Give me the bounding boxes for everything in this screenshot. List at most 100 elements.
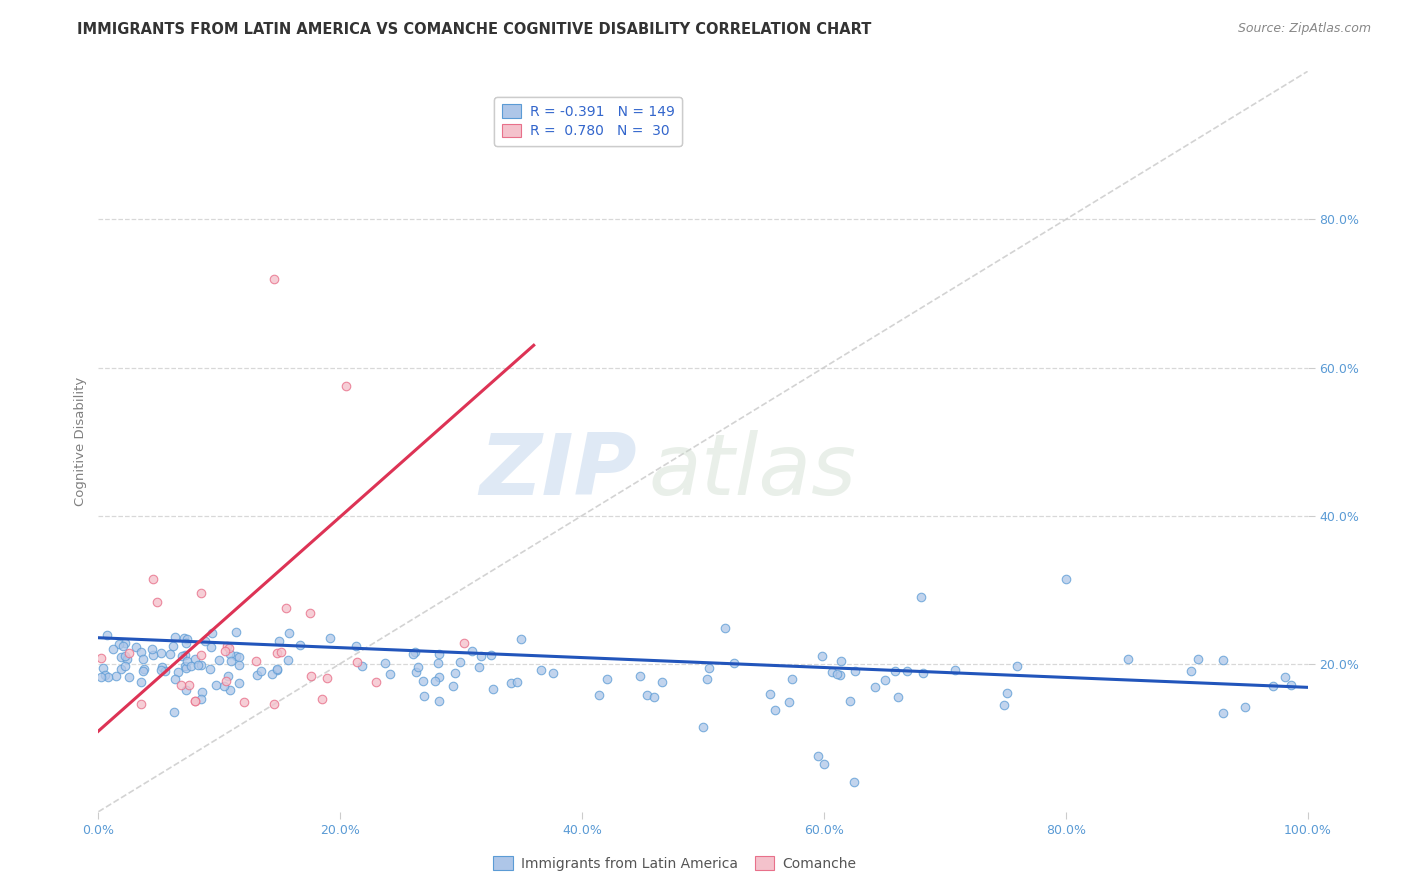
Point	[217, 669, 239, 683]
Point	[863, 680, 886, 694]
Point	[97, 670, 120, 684]
Point	[412, 673, 434, 688]
Point	[827, 667, 849, 681]
Point	[165, 672, 187, 686]
Point	[125, 640, 148, 655]
Point	[96, 628, 118, 642]
Legend: R = -0.391   N = 149, R =  0.780   N =  30: R = -0.391 N = 149, R = 0.780 N = 30	[494, 97, 682, 145]
Point	[129, 698, 152, 712]
Point	[170, 649, 193, 664]
Point	[501, 675, 523, 690]
Point	[101, 641, 124, 656]
Point	[405, 665, 427, 679]
Point	[896, 664, 918, 678]
Point	[142, 648, 165, 662]
Point	[346, 655, 368, 669]
Point	[807, 749, 830, 764]
Point	[299, 607, 322, 621]
Point	[114, 636, 136, 650]
Point	[319, 631, 342, 645]
Point	[911, 666, 934, 681]
Point	[228, 649, 250, 664]
Point	[643, 690, 665, 704]
Point	[596, 672, 619, 686]
Point	[190, 586, 212, 600]
Legend: Immigrants from Latin America, Comanche: Immigrants from Latin America, Comanche	[488, 851, 862, 876]
Point	[541, 665, 564, 680]
Point	[219, 682, 242, 697]
Point	[443, 666, 465, 681]
Point	[228, 676, 250, 690]
Point	[696, 673, 718, 687]
Point	[114, 659, 136, 673]
Point	[153, 664, 176, 678]
Point	[170, 678, 193, 692]
Point	[184, 694, 207, 708]
Point	[190, 648, 212, 662]
Point	[402, 648, 425, 662]
Point	[993, 698, 1015, 712]
Point	[1274, 670, 1296, 684]
Point	[910, 590, 932, 604]
Point	[105, 669, 128, 683]
Point	[1261, 680, 1284, 694]
Point	[266, 646, 288, 660]
Point	[90, 670, 112, 684]
Point	[1116, 652, 1139, 666]
Point	[344, 639, 367, 653]
Point	[184, 694, 207, 708]
Text: IMMIGRANTS FROM LATIN AMERICA VS COMANCHE COGNITIVE DISABILITY CORRELATION CHART: IMMIGRANTS FROM LATIN AMERICA VS COMANCH…	[77, 22, 872, 37]
Point	[636, 688, 658, 702]
Point	[374, 656, 396, 670]
Point	[828, 668, 851, 682]
Point	[267, 634, 290, 648]
Point	[176, 654, 198, 668]
Point	[204, 678, 226, 692]
Point	[423, 674, 446, 689]
Point	[887, 690, 910, 705]
Point	[811, 649, 834, 664]
Point	[412, 689, 434, 703]
Point	[225, 648, 247, 663]
Point	[150, 663, 173, 677]
Point	[266, 662, 288, 676]
Point	[995, 686, 1018, 700]
Point	[183, 652, 205, 666]
Point	[1005, 659, 1028, 673]
Point	[406, 660, 429, 674]
Point	[378, 667, 401, 681]
Point	[180, 658, 202, 673]
Point	[141, 641, 163, 656]
Point	[166, 665, 188, 679]
Point	[214, 643, 236, 657]
Point	[352, 658, 374, 673]
Point	[266, 663, 288, 677]
Point	[316, 671, 339, 685]
Point	[884, 665, 907, 679]
Point	[1187, 652, 1209, 666]
Point	[132, 662, 155, 676]
Point	[194, 633, 217, 648]
Point	[200, 640, 222, 654]
Point	[821, 665, 844, 679]
Point	[208, 653, 231, 667]
Point	[173, 631, 195, 645]
Point	[110, 662, 132, 676]
Point	[427, 694, 450, 708]
Point	[107, 637, 129, 651]
Point	[426, 656, 449, 670]
Point	[1279, 678, 1302, 692]
Point	[510, 632, 533, 646]
Point	[146, 595, 169, 609]
Point	[129, 675, 152, 690]
Point	[228, 657, 250, 672]
Point	[260, 667, 283, 681]
Point	[219, 653, 242, 667]
Point	[873, 673, 896, 687]
Point	[174, 661, 197, 675]
Point	[470, 649, 492, 664]
Point	[218, 640, 240, 655]
Point	[187, 658, 209, 673]
Point	[1212, 706, 1234, 721]
Point	[174, 659, 197, 673]
